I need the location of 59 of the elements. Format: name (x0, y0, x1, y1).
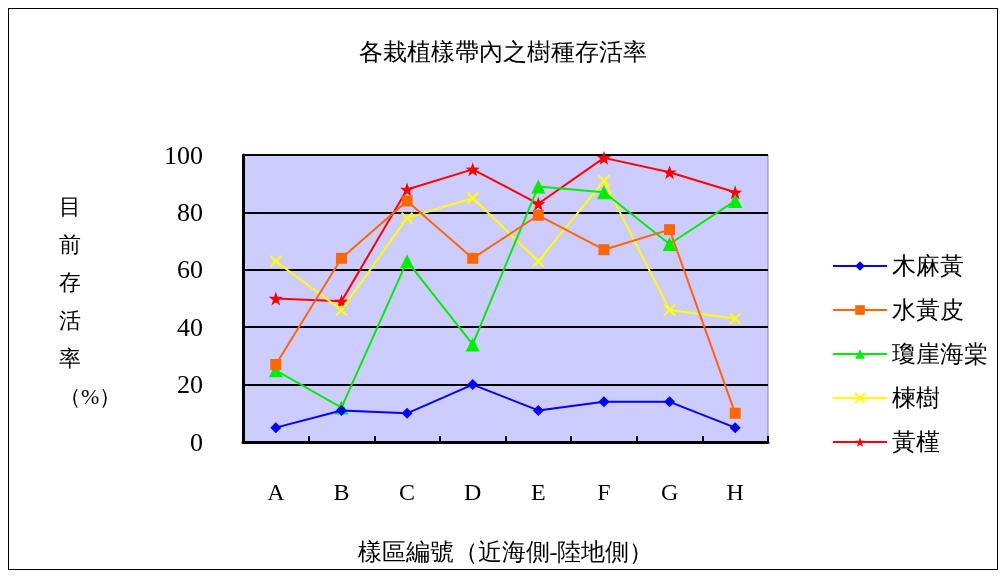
point (728, 312, 742, 326)
point (400, 254, 415, 269)
x-tick-label: G (660, 479, 679, 505)
legend-label: 木麻黃 (892, 253, 964, 279)
point (400, 211, 414, 225)
legend-label: 楝樹 (892, 385, 940, 411)
x-tick-label: F (597, 479, 611, 505)
point (532, 404, 544, 416)
y-tick-label: 0 (190, 427, 203, 457)
point (334, 303, 348, 317)
point (268, 291, 283, 306)
point (401, 407, 413, 419)
x-tick-label: A (267, 479, 286, 505)
point (729, 407, 741, 419)
point (598, 244, 610, 256)
point (596, 185, 611, 200)
point (531, 254, 545, 268)
x-tick-label: E (530, 479, 546, 505)
y-tick-label: 80 (177, 197, 203, 227)
legend-label: 水黃皮 (892, 297, 964, 323)
point (597, 174, 611, 188)
point (270, 359, 282, 371)
point (531, 179, 546, 194)
chart-title: 各栽植樣帶內之樹種存活率 (359, 39, 647, 65)
legend-label: 黃槿 (892, 429, 940, 455)
x-axis-title: 樣區編號（近海側-陸地側） (357, 539, 654, 565)
point (400, 182, 415, 197)
point (664, 224, 676, 236)
point (662, 236, 677, 251)
point (532, 209, 544, 221)
point (465, 162, 480, 177)
point (335, 404, 347, 416)
y-tick-label: 20 (177, 370, 203, 400)
point (596, 150, 611, 165)
point (401, 195, 413, 207)
point (728, 193, 743, 208)
point (335, 252, 347, 264)
x-tick-label: H (726, 479, 744, 505)
point (662, 165, 677, 180)
point (270, 422, 282, 434)
x-tick-label: B (333, 479, 350, 505)
point (531, 196, 546, 211)
point (269, 254, 283, 268)
x-tick-label: C (399, 479, 416, 505)
y-tick-label: 60 (177, 255, 203, 285)
x-tick-label: D (464, 479, 482, 505)
point (729, 422, 741, 434)
point (467, 252, 479, 264)
point (663, 303, 677, 317)
point (466, 191, 480, 205)
y-tick-label: 40 (177, 312, 203, 342)
point (728, 185, 743, 200)
point (664, 396, 676, 408)
point (467, 379, 479, 391)
y-axis-title: 目前存活率（%） (59, 193, 122, 409)
point (465, 337, 480, 352)
point (598, 396, 610, 408)
legend-label: 瓊崖海棠 (892, 341, 988, 367)
y-tick-label: 100 (164, 140, 203, 170)
